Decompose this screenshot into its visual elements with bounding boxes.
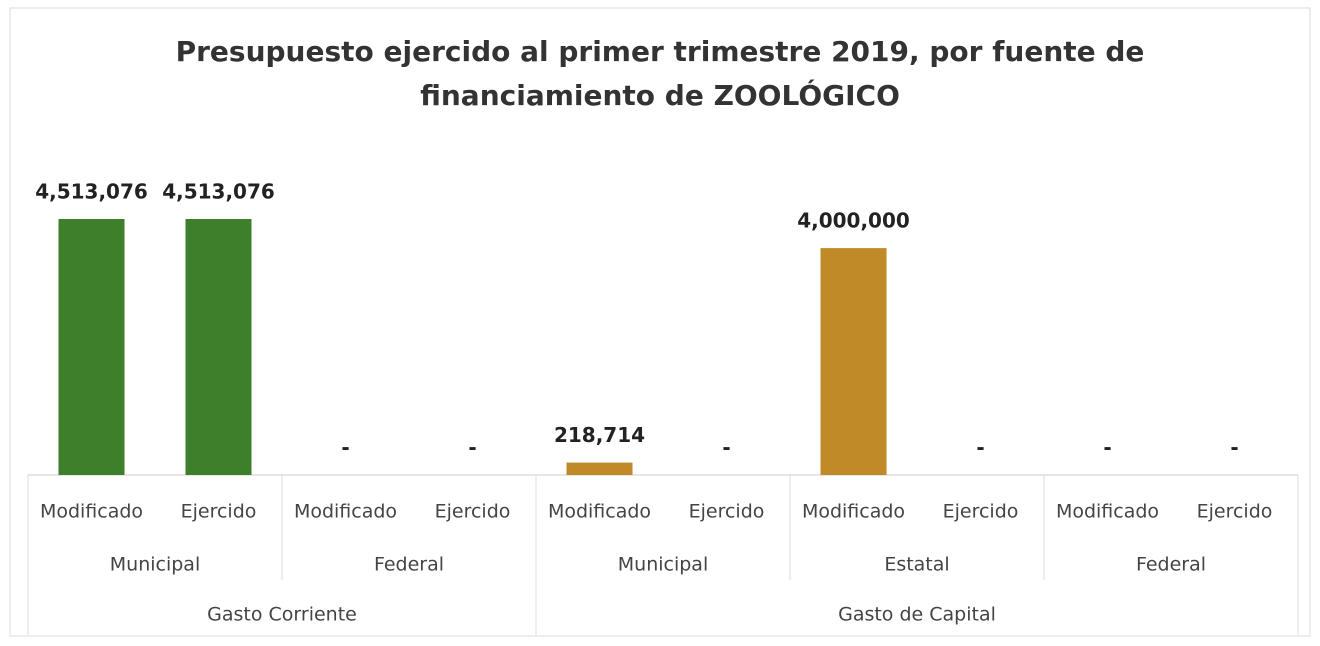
data-label: - xyxy=(976,436,984,460)
data-label: 218,714 xyxy=(554,423,645,447)
data-label: 4,513,076 xyxy=(162,180,275,204)
x-tick-label: Modificado xyxy=(294,501,397,523)
subgroup-label: Municipal xyxy=(110,554,200,576)
group-label: Gasto de Capital xyxy=(838,604,996,626)
bar xyxy=(566,462,633,475)
data-label: 4,513,076 xyxy=(35,180,148,204)
x-tick-label: Ejercido xyxy=(689,501,765,523)
x-tick-label: Ejercido xyxy=(1197,501,1273,523)
chart-border xyxy=(9,7,1311,637)
x-tick-label: Modificado xyxy=(802,501,905,523)
x-tick-label: Modificado xyxy=(40,501,143,523)
chart-title: Presupuesto ejercido al primer trimestre… xyxy=(175,35,1145,112)
x-tick-label: Modificado xyxy=(1056,501,1159,523)
group-label: Gasto Corriente xyxy=(207,604,357,626)
bar xyxy=(820,248,887,475)
data-label: - xyxy=(1103,436,1111,460)
data-label: - xyxy=(1230,436,1238,460)
subgroup-label: Estatal xyxy=(884,554,949,576)
x-tick-label: Ejercido xyxy=(943,501,1019,523)
bar xyxy=(185,219,252,475)
x-tick-label: Ejercido xyxy=(181,501,257,523)
x-tick-label: Ejercido xyxy=(435,501,511,523)
data-label: 4,000,000 xyxy=(797,209,910,233)
subgroup-label: Federal xyxy=(1136,554,1206,576)
subgroup-label: Municipal xyxy=(618,554,708,576)
data-label: - xyxy=(341,436,349,460)
bar xyxy=(58,219,125,475)
x-tick-label: Modificado xyxy=(548,501,651,523)
subgroup-label: Federal xyxy=(374,554,444,576)
data-label: - xyxy=(722,436,730,460)
data-label: - xyxy=(468,436,476,460)
